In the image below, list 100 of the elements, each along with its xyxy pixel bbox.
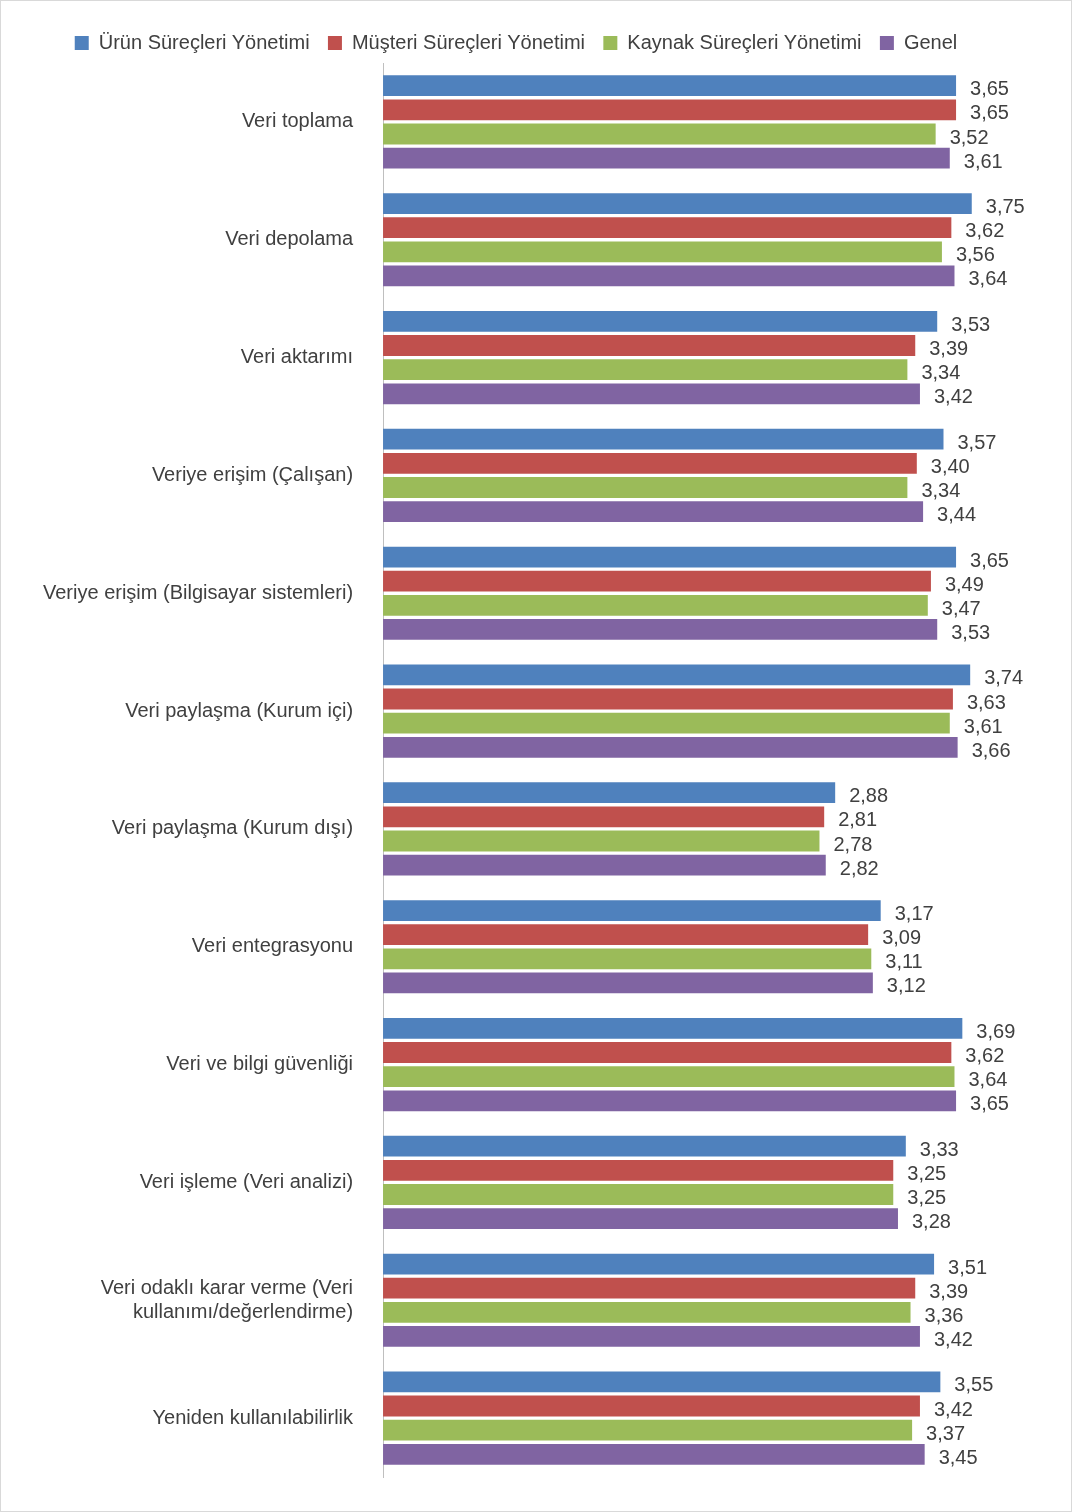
y-tick-label: Veri depolama [225, 227, 354, 250]
bar [383, 924, 869, 946]
bar [383, 1135, 906, 1157]
bar [383, 501, 924, 523]
legend-label: Müşteri Süreçleri Yönetimi [351, 30, 585, 53]
data-label: 2,88 [849, 784, 889, 807]
bar [383, 428, 944, 450]
bar [383, 193, 972, 214]
data-label: 3,12 [886, 974, 926, 997]
data-label: 3,63 [966, 690, 1006, 713]
bar [383, 1419, 913, 1441]
data-label: 3,09 [882, 926, 922, 949]
bar [383, 217, 952, 239]
data-label: 3,49 [944, 572, 984, 595]
data-label: 3,61 [963, 714, 1003, 737]
data-label: 3,47 [941, 596, 981, 619]
bar [383, 1017, 963, 1039]
bar [383, 1371, 941, 1393]
bar [383, 265, 955, 287]
data-label: 3,51 [948, 1255, 988, 1278]
data-label: 3,65 [970, 1092, 1009, 1115]
data-label: 3,17 [894, 902, 934, 925]
bar [383, 1090, 957, 1112]
data-label: 3,65 [970, 548, 1009, 571]
data-label: 3,56 [955, 243, 995, 266]
bar [383, 1326, 920, 1347]
data-label: 3,55 [954, 1373, 994, 1396]
bar [383, 830, 820, 852]
bar [383, 452, 917, 474]
y-tick-label: Veriye erişim (Bilgisayar sistemleri) [43, 580, 354, 603]
data-label: 3,42 [933, 1397, 973, 1420]
bar [383, 664, 971, 686]
legend-label: Ürün Süreçleri Yönetimi [98, 30, 310, 53]
data-label: 3,34 [921, 479, 961, 502]
data-label: 3,37 [926, 1421, 966, 1444]
data-label: 3,39 [929, 1279, 969, 1302]
bar [383, 712, 950, 734]
data-label: 3,64 [968, 267, 1008, 290]
legend-label: Genel [903, 30, 958, 53]
y-tick-label: Yeniden kullanılabilirlik [152, 1405, 355, 1428]
bar [383, 1042, 952, 1063]
data-label: 3,65 [970, 101, 1009, 124]
y-tick-label: Veri odaklı karar verme (Veri kullanımı/değerlendirme) [100, 1275, 354, 1322]
bar [383, 546, 957, 568]
legend-label: Kaynak Süreçleri Yönetimi [627, 30, 862, 53]
bar [383, 570, 931, 592]
bar [383, 477, 908, 498]
data-label: 3,25 [907, 1186, 947, 1209]
bar [383, 147, 950, 169]
bar [383, 1443, 925, 1465]
bar [383, 806, 825, 828]
bar [383, 1301, 911, 1323]
bar [383, 619, 938, 640]
data-label: 3,28 [911, 1210, 951, 1233]
bar [383, 1253, 935, 1275]
data-label: 3,65 [970, 77, 1009, 100]
data-label: 3,52 [949, 125, 989, 148]
y-tick-label: Veri entegrasyonu [191, 934, 354, 957]
bar [383, 1184, 894, 1205]
data-label: 3,36 [924, 1303, 964, 1326]
y-tick-label: Veri paylaşma (Kurum içi) [125, 698, 354, 721]
data-label: 2,78 [833, 832, 873, 855]
bar [383, 310, 938, 332]
bar [383, 688, 953, 710]
y-tick-label: Veri işleme (Veri analizi) [139, 1169, 354, 1192]
data-label: 3,57 [957, 430, 997, 453]
y-tick-label: Veri toplama [241, 109, 354, 132]
data-label: 3,44 [937, 503, 977, 526]
data-label: 2,81 [838, 808, 878, 831]
data-label: 3,69 [976, 1019, 1016, 1042]
data-label: 3,61 [963, 149, 1003, 172]
data-label: 3,62 [965, 219, 1005, 242]
bar [383, 1208, 898, 1230]
data-label: 3,34 [921, 361, 961, 384]
data-label: 3,74 [984, 666, 1024, 689]
bar [383, 335, 916, 356]
bar [383, 1066, 955, 1088]
bar [383, 782, 836, 804]
bar [383, 241, 942, 263]
bar [383, 854, 826, 876]
data-label: 3,39 [929, 337, 969, 360]
data-label: 3,53 [951, 621, 991, 643]
bar [383, 383, 920, 405]
data-label: 3,42 [933, 385, 973, 408]
bar [383, 123, 936, 145]
bar [383, 594, 928, 616]
y-tick-label: Veri ve bilgi güvenliği [166, 1052, 354, 1075]
bar [383, 75, 957, 97]
data-label: 3,75 [985, 195, 1025, 218]
data-label: 3,11 [885, 950, 923, 973]
y-tick-label: Veriye erişim (Çalışan) [151, 462, 354, 485]
data-label: 3,40 [930, 454, 970, 477]
bar [383, 736, 958, 758]
data-label: 3,25 [907, 1161, 947, 1184]
data-label: 3,64 [968, 1068, 1008, 1091]
bar [383, 1395, 920, 1417]
data-label: 3,62 [965, 1044, 1005, 1067]
bar [383, 948, 872, 970]
data-label: 3,33 [919, 1137, 959, 1160]
bar [383, 1159, 894, 1181]
